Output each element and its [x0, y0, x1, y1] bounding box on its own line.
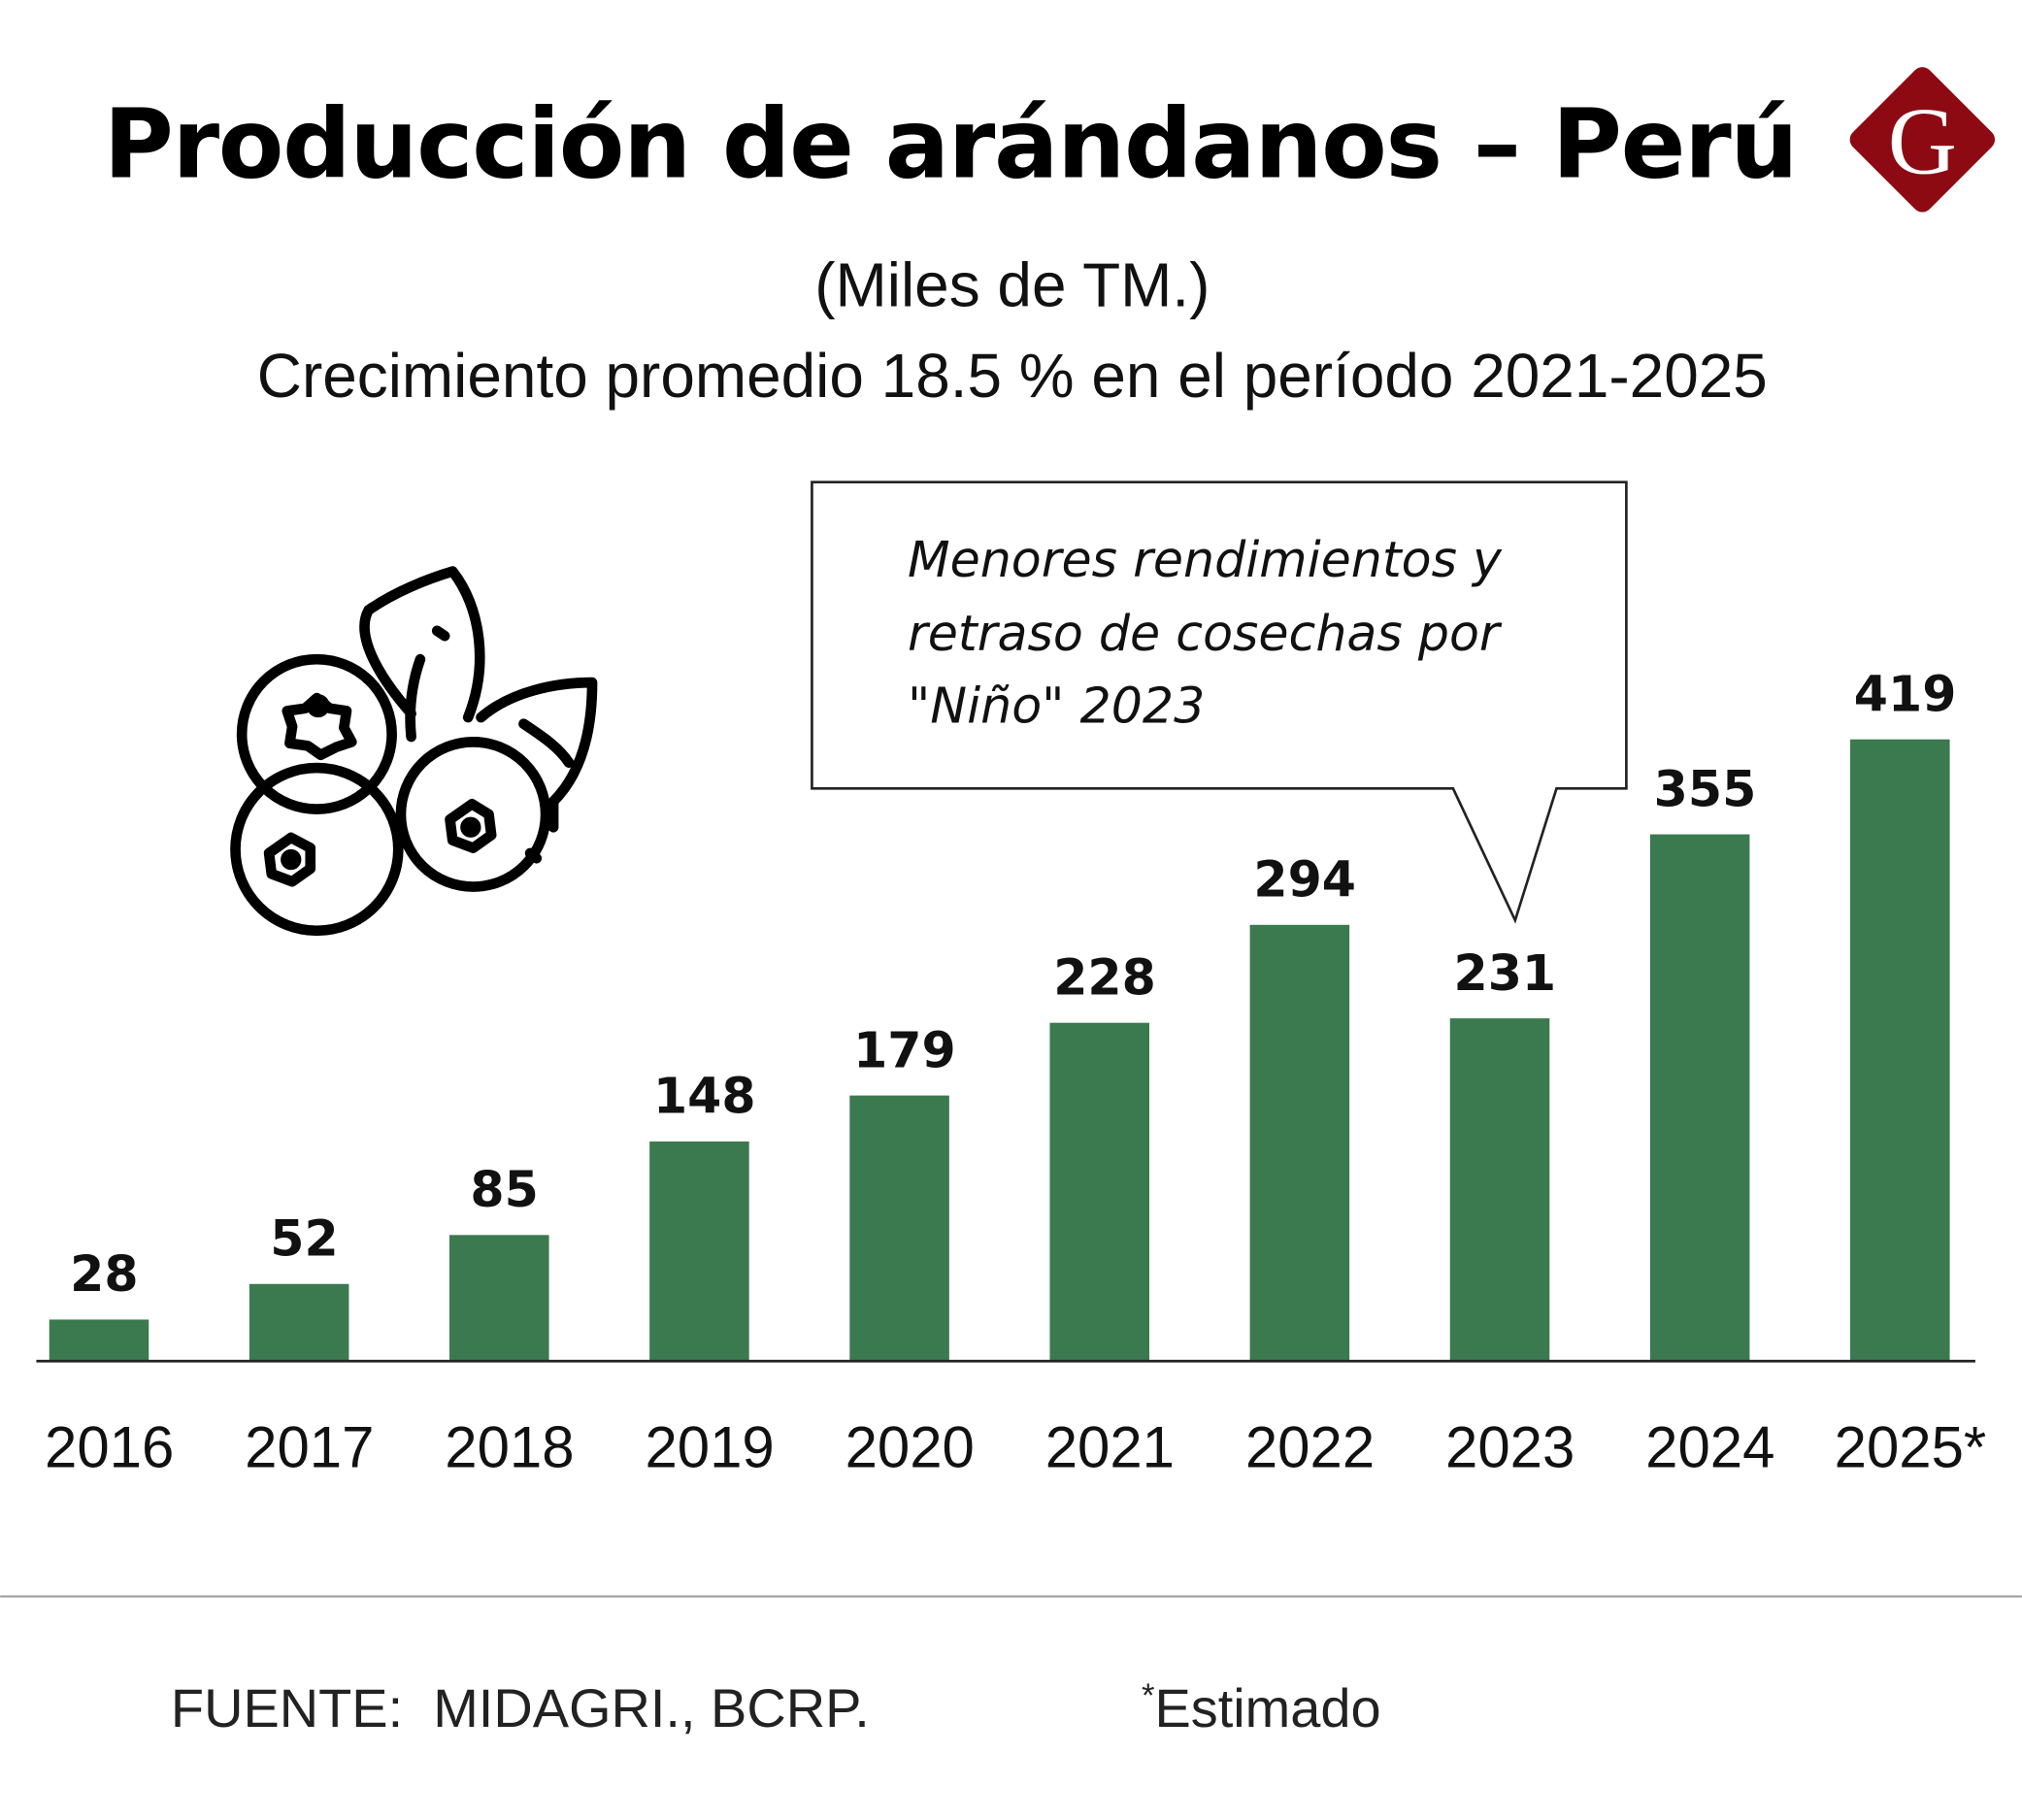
- bar-2023: [1449, 1018, 1550, 1362]
- unit-label: (Miles de TM.): [814, 250, 1210, 320]
- x-tick-label: 2021: [1045, 1414, 1175, 1479]
- bar-2020: [849, 1095, 949, 1362]
- x-tick-label: 2018: [445, 1414, 574, 1479]
- value-label: 231: [1454, 944, 1557, 1002]
- blueberries-icon: [230, 566, 598, 937]
- annotation-line: retraso de cosechas por: [908, 605, 1503, 662]
- value-label: 228: [1053, 948, 1156, 1006]
- bar-2018: [449, 1235, 549, 1362]
- x-tick-label: 2024: [1645, 1414, 1774, 1479]
- value-label: 419: [1854, 665, 1957, 722]
- value-label: 355: [1654, 760, 1757, 817]
- bar-2022: [1249, 924, 1350, 1362]
- value-label: 148: [653, 1068, 756, 1125]
- bar-2017: [249, 1283, 349, 1362]
- value-label: 294: [1253, 851, 1356, 909]
- chart-subtitle: Crecimiento promedio 18.5 % en el períod…: [257, 341, 1768, 411]
- value-label: 85: [470, 1161, 538, 1218]
- bar-2025: [1850, 739, 1950, 1362]
- x-tick-label: 2022: [1245, 1414, 1375, 1479]
- bar-2021: [1049, 1022, 1149, 1362]
- bar-2019: [649, 1142, 749, 1362]
- value-label: 28: [70, 1245, 138, 1303]
- estimate-label: Estimado: [1154, 1677, 1380, 1738]
- annotation-line: Menores rendimientos y: [908, 531, 1503, 588]
- x-tick-label: 2016: [45, 1414, 174, 1479]
- value-label: 52: [270, 1209, 338, 1267]
- annotation-callout: Menores rendimientos y retraso de cosech…: [811, 480, 1628, 924]
- logo-letter: G: [1888, 88, 1957, 194]
- x-tick-label: 2020: [845, 1414, 975, 1479]
- chart-title: Producción de arándanos – Perú: [104, 89, 1798, 200]
- x-tick-label: 2025*: [1835, 1414, 1987, 1479]
- bar-2016: [49, 1319, 149, 1362]
- x-tick-label: 2017: [245, 1414, 374, 1479]
- bars: 28 2016 52 2017 85 2018 148 2019 179 2020 228 2021 2…: [45, 665, 1986, 1479]
- estimate-note: *Estimado: [1142, 1677, 1381, 1738]
- value-label: 179: [853, 1021, 956, 1078]
- source-text: FUENTE: MIDAGRI., BCRP.: [171, 1677, 870, 1738]
- x-tick-label: 2023: [1445, 1414, 1575, 1479]
- logo: G: [1849, 67, 1996, 213]
- x-tick-label: 2019: [645, 1414, 774, 1479]
- estimate-star: *: [1142, 1677, 1154, 1714]
- bar-2024: [1649, 834, 1750, 1362]
- annotation-line: "Niño" 2023: [908, 677, 1205, 734]
